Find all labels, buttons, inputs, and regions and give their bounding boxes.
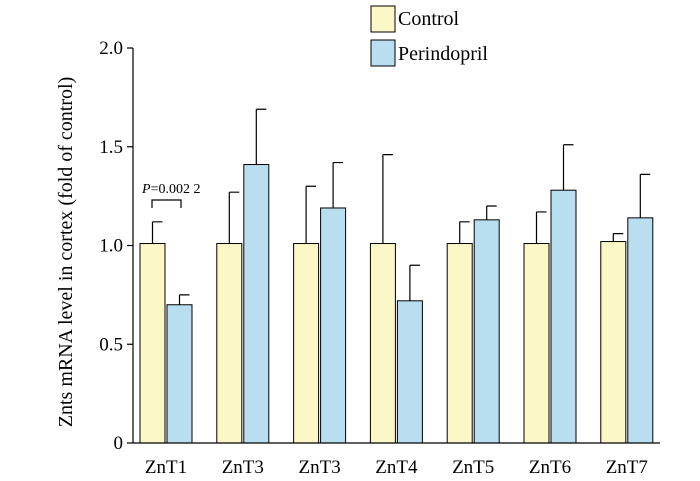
y-tick-label: 0 <box>114 433 124 454</box>
error-bar <box>486 205 497 220</box>
bar-perindopril-znt5 <box>473 219 500 444</box>
bars-group <box>133 108 660 444</box>
error-bar <box>612 233 624 242</box>
bar-perindopril-znt3 <box>243 164 270 444</box>
significance-bracket <box>151 199 182 208</box>
x-category-label: ZnT3 <box>222 457 264 478</box>
y-tick-label: 0.5 <box>99 334 123 355</box>
x-category-label: ZnT3 <box>298 457 340 478</box>
y-tick-label: 1.5 <box>99 137 123 158</box>
error-bar <box>228 191 240 244</box>
p-symbol: P <box>141 182 151 197</box>
bar-perindopril-znt4 <box>396 300 423 444</box>
bar-perindopril-znt6 <box>550 189 577 444</box>
x-category-label: ZnT7 <box>606 457 648 478</box>
x-category-label: ZnT4 <box>375 457 418 478</box>
error-bar <box>639 173 651 218</box>
error-bar <box>535 211 547 244</box>
significance-annotation: P=0.002 2 <box>141 182 200 208</box>
legend-swatch-perindopril <box>370 39 396 67</box>
error-bar <box>459 221 470 244</box>
legend-label-perindopril: Perindopril <box>398 43 488 65</box>
bar-control-znt3 <box>293 243 320 444</box>
legend: Control Perindopril <box>370 5 488 67</box>
bar-perindopril-znt7 <box>627 217 654 444</box>
legend-label-control: Control <box>398 8 460 30</box>
p-value-label: P=0.002 2 <box>141 182 200 197</box>
y-axis-label: Znts mRNA level in cortex (fold of contr… <box>55 77 77 427</box>
error-bar <box>332 161 344 208</box>
y-tick-label: 2.0 <box>99 38 123 59</box>
bar-perindopril-znt1 <box>166 304 193 444</box>
error-bar <box>562 144 574 191</box>
legend-swatch-control <box>370 5 396 33</box>
error-bar <box>178 294 190 305</box>
bar-control-znt4 <box>369 243 396 444</box>
p-value-text: =0.002 2 <box>151 182 201 197</box>
y-tick-label: 1.0 <box>99 236 123 257</box>
bar-control-znt6 <box>523 243 550 444</box>
error-bar <box>255 108 267 165</box>
bar-perindopril-znt3 <box>320 207 347 444</box>
x-category-label: ZnT1 <box>145 457 187 478</box>
error-bar <box>382 154 393 244</box>
category-labels: ZnT1 ZnT3 ZnT3 ZnT4 ZnT5 ZnT6 ZnT7 <box>145 457 648 478</box>
bar-control-znt1 <box>139 243 166 444</box>
x-category-label: ZnT5 <box>452 457 494 478</box>
y-axis-ticks: 0 0.5 1.0 1.5 2.0 <box>99 38 133 454</box>
error-bar <box>305 185 317 244</box>
error-bar <box>151 221 163 244</box>
bar-control-znt7 <box>600 241 627 444</box>
bar-control-znt5 <box>446 243 473 444</box>
x-category-label: ZnT6 <box>529 457 571 478</box>
error-bar <box>409 264 420 301</box>
bar-control-znt3 <box>216 243 243 444</box>
